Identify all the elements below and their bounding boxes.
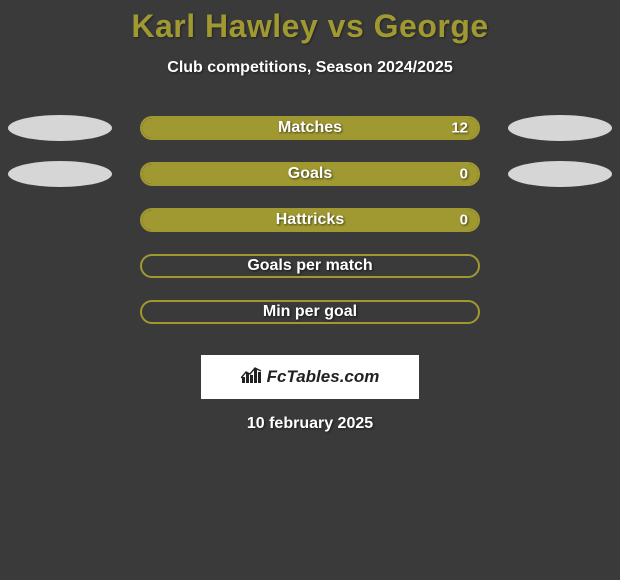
date-label: 10 february 2025	[0, 415, 620, 433]
stat-value: 0	[460, 166, 468, 183]
stat-row: Goals 0	[0, 151, 620, 197]
stat-label: Goals per match	[247, 257, 372, 275]
stat-bar: Hattricks 0	[140, 208, 480, 232]
stat-label: Min per goal	[263, 303, 357, 321]
right-ellipse	[508, 161, 612, 187]
stat-label: Goals	[288, 165, 332, 183]
stat-row: Matches 12	[0, 105, 620, 151]
stat-bar: Goals per match	[140, 254, 480, 278]
stat-bar: Goals 0	[140, 162, 480, 186]
left-ellipse	[8, 115, 112, 141]
brand-text: FcTables.com	[267, 367, 380, 387]
left-ellipse	[8, 161, 112, 187]
right-ellipse	[508, 115, 612, 141]
stat-row: Min per goal	[0, 289, 620, 335]
stat-label: Hattricks	[276, 211, 344, 229]
stat-bar: Matches 12	[140, 116, 480, 140]
stat-row: Hattricks 0	[0, 197, 620, 243]
brand-inner: FcTables.com	[241, 365, 380, 390]
stat-value: 0	[460, 212, 468, 229]
page-subtitle: Club competitions, Season 2024/2025	[0, 59, 620, 77]
comparison-card: Karl Hawley vs George Club competitions,…	[0, 0, 620, 433]
stat-row: Goals per match	[0, 243, 620, 289]
stat-label: Matches	[278, 119, 342, 137]
stat-bar: Min per goal	[140, 300, 480, 324]
stat-rows: Matches 12 Goals 0 Hattricks 0 Goals per match…	[0, 105, 620, 335]
brand-badge: FcTables.com	[201, 355, 419, 399]
bars-icon	[241, 365, 263, 390]
stat-value: 12	[451, 120, 468, 137]
page-title: Karl Hawley vs George	[0, 8, 620, 45]
